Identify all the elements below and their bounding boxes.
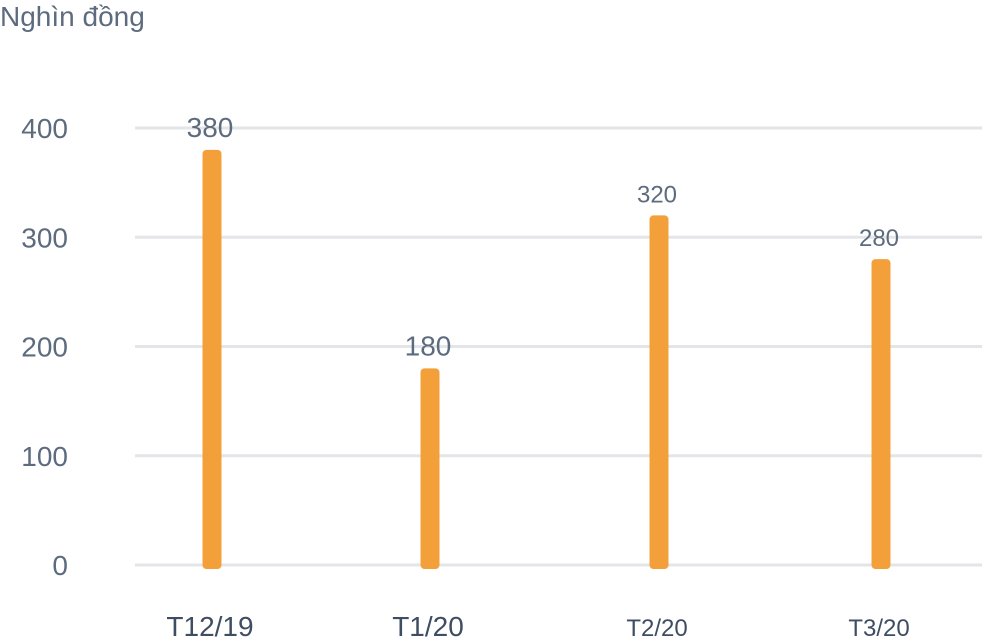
value-label: 180 (405, 330, 452, 361)
value-label: 320 (637, 181, 677, 208)
x-tick-labels: T12/19 T1/20 T2/20 T3/20 (166, 611, 909, 642)
x-tick-label: T12/19 (166, 611, 253, 642)
value-label: 380 (187, 112, 234, 143)
y-tick-label: 100 (21, 441, 68, 472)
y-tick-labels: 0 100 200 300 400 (21, 113, 68, 581)
x-tick-label: T3/20 (848, 615, 909, 642)
x-tick-label: T1/20 (392, 611, 464, 642)
bar (871, 259, 891, 569)
bar (649, 215, 669, 569)
y-tick-label: 0 (52, 550, 68, 581)
y-axis-label: Nghìn đồng (0, 1, 145, 32)
gridlines (135, 126, 982, 567)
value-labels: 380 180 320 280 (187, 112, 899, 362)
value-label: 280 (859, 225, 899, 252)
y-tick-label: 300 (21, 222, 68, 253)
bars (202, 149, 891, 569)
y-tick-label: 400 (21, 113, 68, 144)
bar (202, 149, 222, 569)
y-tick-label: 200 (21, 332, 68, 363)
bar (420, 368, 440, 569)
x-tick-label: T2/20 (626, 615, 687, 642)
